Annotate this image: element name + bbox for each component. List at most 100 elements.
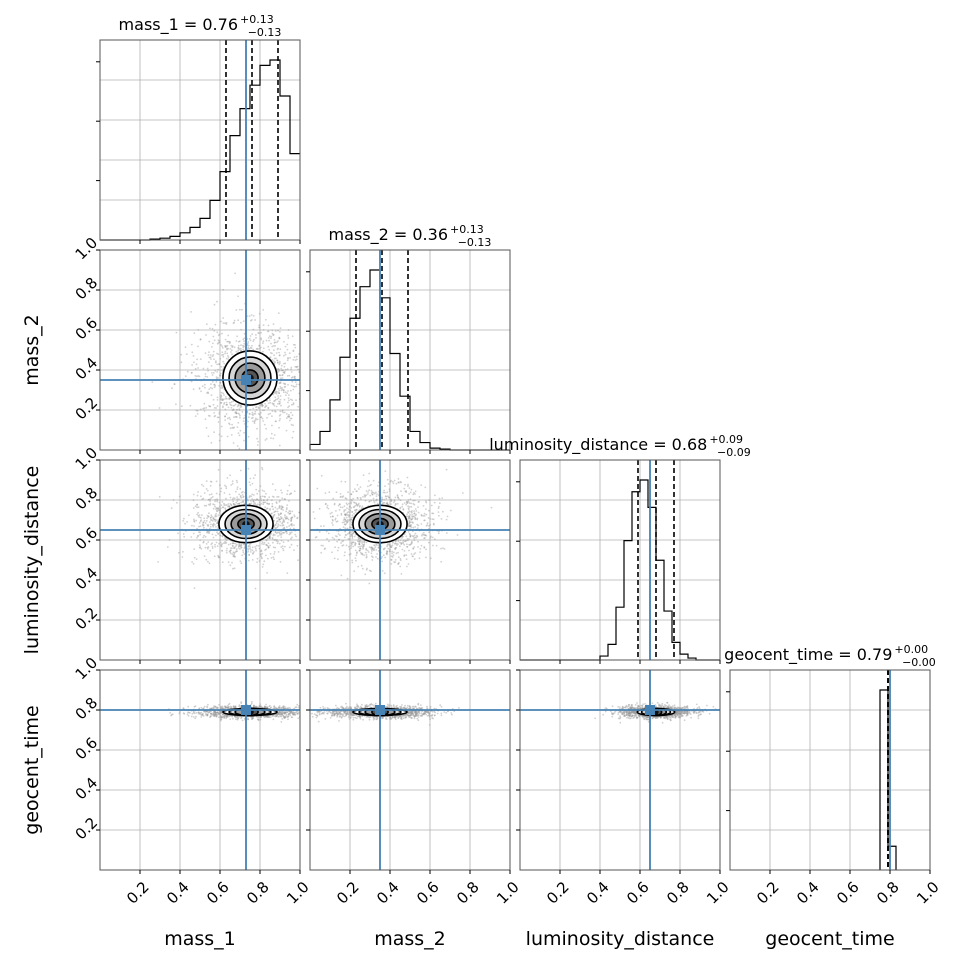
sample-point: [446, 515, 449, 518]
sample-point: [325, 502, 327, 505]
sample-point: [217, 342, 220, 344]
sample-point: [157, 561, 160, 563]
sample-point: [340, 574, 343, 577]
sample-point: [338, 538, 340, 541]
sample-point: [408, 516, 411, 518]
sample-point: [259, 485, 262, 488]
sample-point: [252, 414, 255, 417]
sample-point: [285, 507, 288, 509]
sample-point: [358, 542, 360, 545]
sample-point: [326, 537, 328, 540]
sample-point: [229, 427, 232, 430]
sample-point: [213, 407, 216, 409]
sample-point: [354, 549, 357, 552]
sample-point: [288, 706, 290, 709]
sample-point: [287, 329, 290, 331]
sample-point: [211, 542, 214, 544]
sample-point: [345, 497, 348, 500]
sample-point: [284, 545, 286, 548]
sample-point: [263, 541, 266, 544]
sample-point: [289, 707, 292, 710]
sample-point: [359, 504, 361, 507]
sample-point: [205, 406, 208, 409]
sample-point: [289, 532, 292, 535]
sample-point: [247, 344, 250, 347]
sample-point: [287, 390, 289, 392]
sample-point: [240, 496, 243, 499]
sample-point: [279, 348, 282, 350]
sample-point: [221, 706, 224, 709]
sample-point: [281, 524, 284, 527]
sample-point: [239, 548, 241, 550]
sample-point: [238, 408, 241, 410]
sample-point: [257, 407, 260, 409]
sample-point: [231, 542, 234, 545]
sample-point: [275, 532, 278, 535]
sample-point: [267, 545, 269, 548]
sample-point: [199, 533, 202, 536]
sample-point: [223, 398, 225, 400]
sample-point: [356, 540, 359, 542]
sample-point: [225, 539, 228, 542]
sample-point: [387, 496, 390, 499]
sample-point: [279, 374, 282, 377]
sample-point: [222, 322, 225, 324]
sample-point: [273, 496, 275, 498]
sample-point: [230, 434, 233, 436]
sample-point: [286, 517, 289, 520]
sample-point: [307, 508, 309, 510]
sample-point: [265, 539, 268, 542]
sample-point: [346, 577, 349, 580]
sample-point: [224, 706, 227, 709]
sample-point: [387, 483, 390, 485]
sample-point: [226, 547, 228, 550]
sample-point: [220, 710, 222, 713]
sample-point: [276, 539, 278, 541]
sample-point: [227, 543, 230, 546]
sample-point: [349, 535, 352, 538]
sample-point: [251, 344, 253, 347]
sample-point: [259, 497, 262, 500]
sample-point: [257, 332, 260, 334]
sample-point: [392, 501, 395, 504]
sample-point: [371, 550, 373, 552]
sample-point: [275, 540, 278, 542]
sample-point: [260, 346, 262, 349]
sample-point: [287, 383, 289, 386]
sample-point: [204, 711, 207, 713]
sample-point: [269, 508, 271, 510]
sample-point: [215, 480, 218, 483]
sample-point: [214, 520, 217, 523]
sample-point: [239, 308, 241, 311]
sample-point: [229, 496, 232, 499]
sample-point: [221, 542, 224, 545]
sample-point: [335, 491, 338, 493]
sample-point: [348, 548, 351, 551]
sample-point: [227, 505, 229, 508]
sample-point: [217, 555, 220, 558]
sample-point: [289, 356, 291, 359]
sample-point: [409, 535, 412, 538]
sample-point: [266, 502, 268, 505]
sample-point: [345, 519, 347, 522]
contour-line: [228, 356, 272, 400]
sample-point: [361, 543, 364, 546]
sample-point: [410, 488, 413, 491]
sample-point: [218, 333, 221, 336]
sample-point: [197, 345, 199, 348]
sample-point: [253, 502, 256, 504]
sample-point: [277, 368, 280, 370]
sample-point: [406, 502, 408, 504]
sample-point: [277, 312, 280, 314]
sample-point: [280, 533, 283, 536]
sample-point: [273, 349, 275, 352]
sample-point: [292, 527, 295, 530]
sample-point: [389, 546, 392, 549]
sample-point: [399, 480, 402, 483]
sample-point: [339, 496, 342, 498]
sample-point: [282, 520, 285, 523]
sample-point: [271, 359, 274, 361]
sample-point: [262, 309, 265, 311]
sample-point: [405, 503, 408, 506]
sample-point: [289, 531, 291, 534]
